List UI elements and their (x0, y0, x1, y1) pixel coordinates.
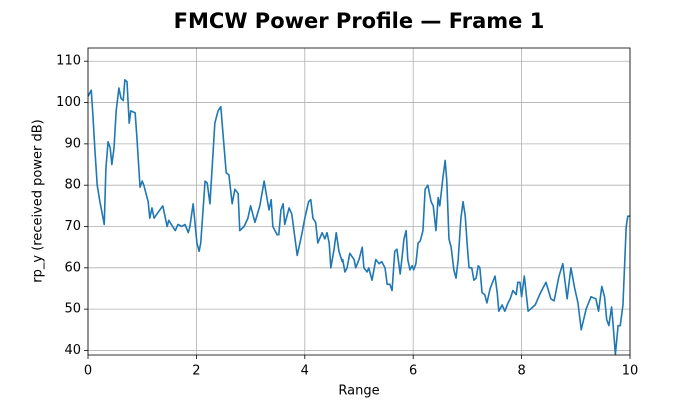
y-tick-label: 60 (64, 260, 81, 275)
y-tick-label: 40 (64, 343, 81, 358)
axes-frame (87, 47, 631, 356)
x-tick-label: 8 (517, 364, 525, 379)
y-axis-label: rp_y (received power dB) (31, 119, 46, 282)
chart-title: FMCW Power Profile — Frame 1 (174, 9, 545, 33)
x-tick-label: 6 (409, 364, 417, 379)
plot-area: 40 50 60 70 80 90 100 110 0 2 4 6 8 10 (56, 47, 639, 379)
y-tick-label: 70 (64, 219, 81, 234)
y-tick-label: 50 (64, 302, 81, 317)
x-axis-label: Range (338, 384, 379, 399)
x-tick-label: 4 (301, 364, 309, 379)
x-tick-label: 0 (84, 364, 92, 379)
y-tick-label: 110 (56, 54, 81, 69)
y-tick-label: 90 (64, 136, 81, 151)
data-line (87, 79, 630, 356)
y-tick-label: 80 (64, 178, 81, 193)
y-tick-label: 100 (56, 95, 81, 110)
x-tick-label: 2 (192, 364, 200, 379)
x-tick-label: 10 (622, 364, 639, 379)
